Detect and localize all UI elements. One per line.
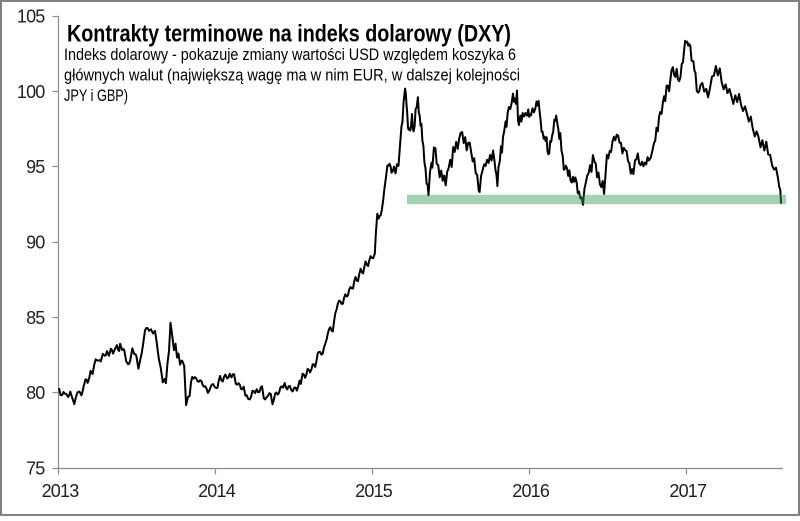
svg-text:Kontrakty terminowe na indeks: Kontrakty terminowe na indeks dolarowy (… — [67, 20, 511, 47]
svg-text:głównych walut (największą wag: głównych walut (największą wagę ma w nim… — [64, 66, 520, 85]
svg-text:2016: 2016 — [512, 481, 550, 501]
svg-text:2015: 2015 — [355, 481, 393, 501]
svg-text:90: 90 — [26, 233, 45, 253]
svg-text:JPY i GBP): JPY i GBP) — [64, 86, 128, 105]
svg-text:105: 105 — [17, 7, 45, 27]
svg-text:95: 95 — [26, 157, 45, 177]
svg-text:Indeks dolarowy - pokazuje zmi: Indeks dolarowy - pokazuje zmiany wartoś… — [64, 45, 516, 64]
svg-text:100: 100 — [17, 82, 45, 102]
svg-text:2014: 2014 — [198, 481, 236, 501]
svg-text:75: 75 — [26, 459, 45, 479]
svg-text:2013: 2013 — [42, 481, 80, 501]
svg-text:2017: 2017 — [669, 481, 707, 501]
svg-text:80: 80 — [26, 383, 45, 403]
svg-text:85: 85 — [26, 308, 45, 328]
